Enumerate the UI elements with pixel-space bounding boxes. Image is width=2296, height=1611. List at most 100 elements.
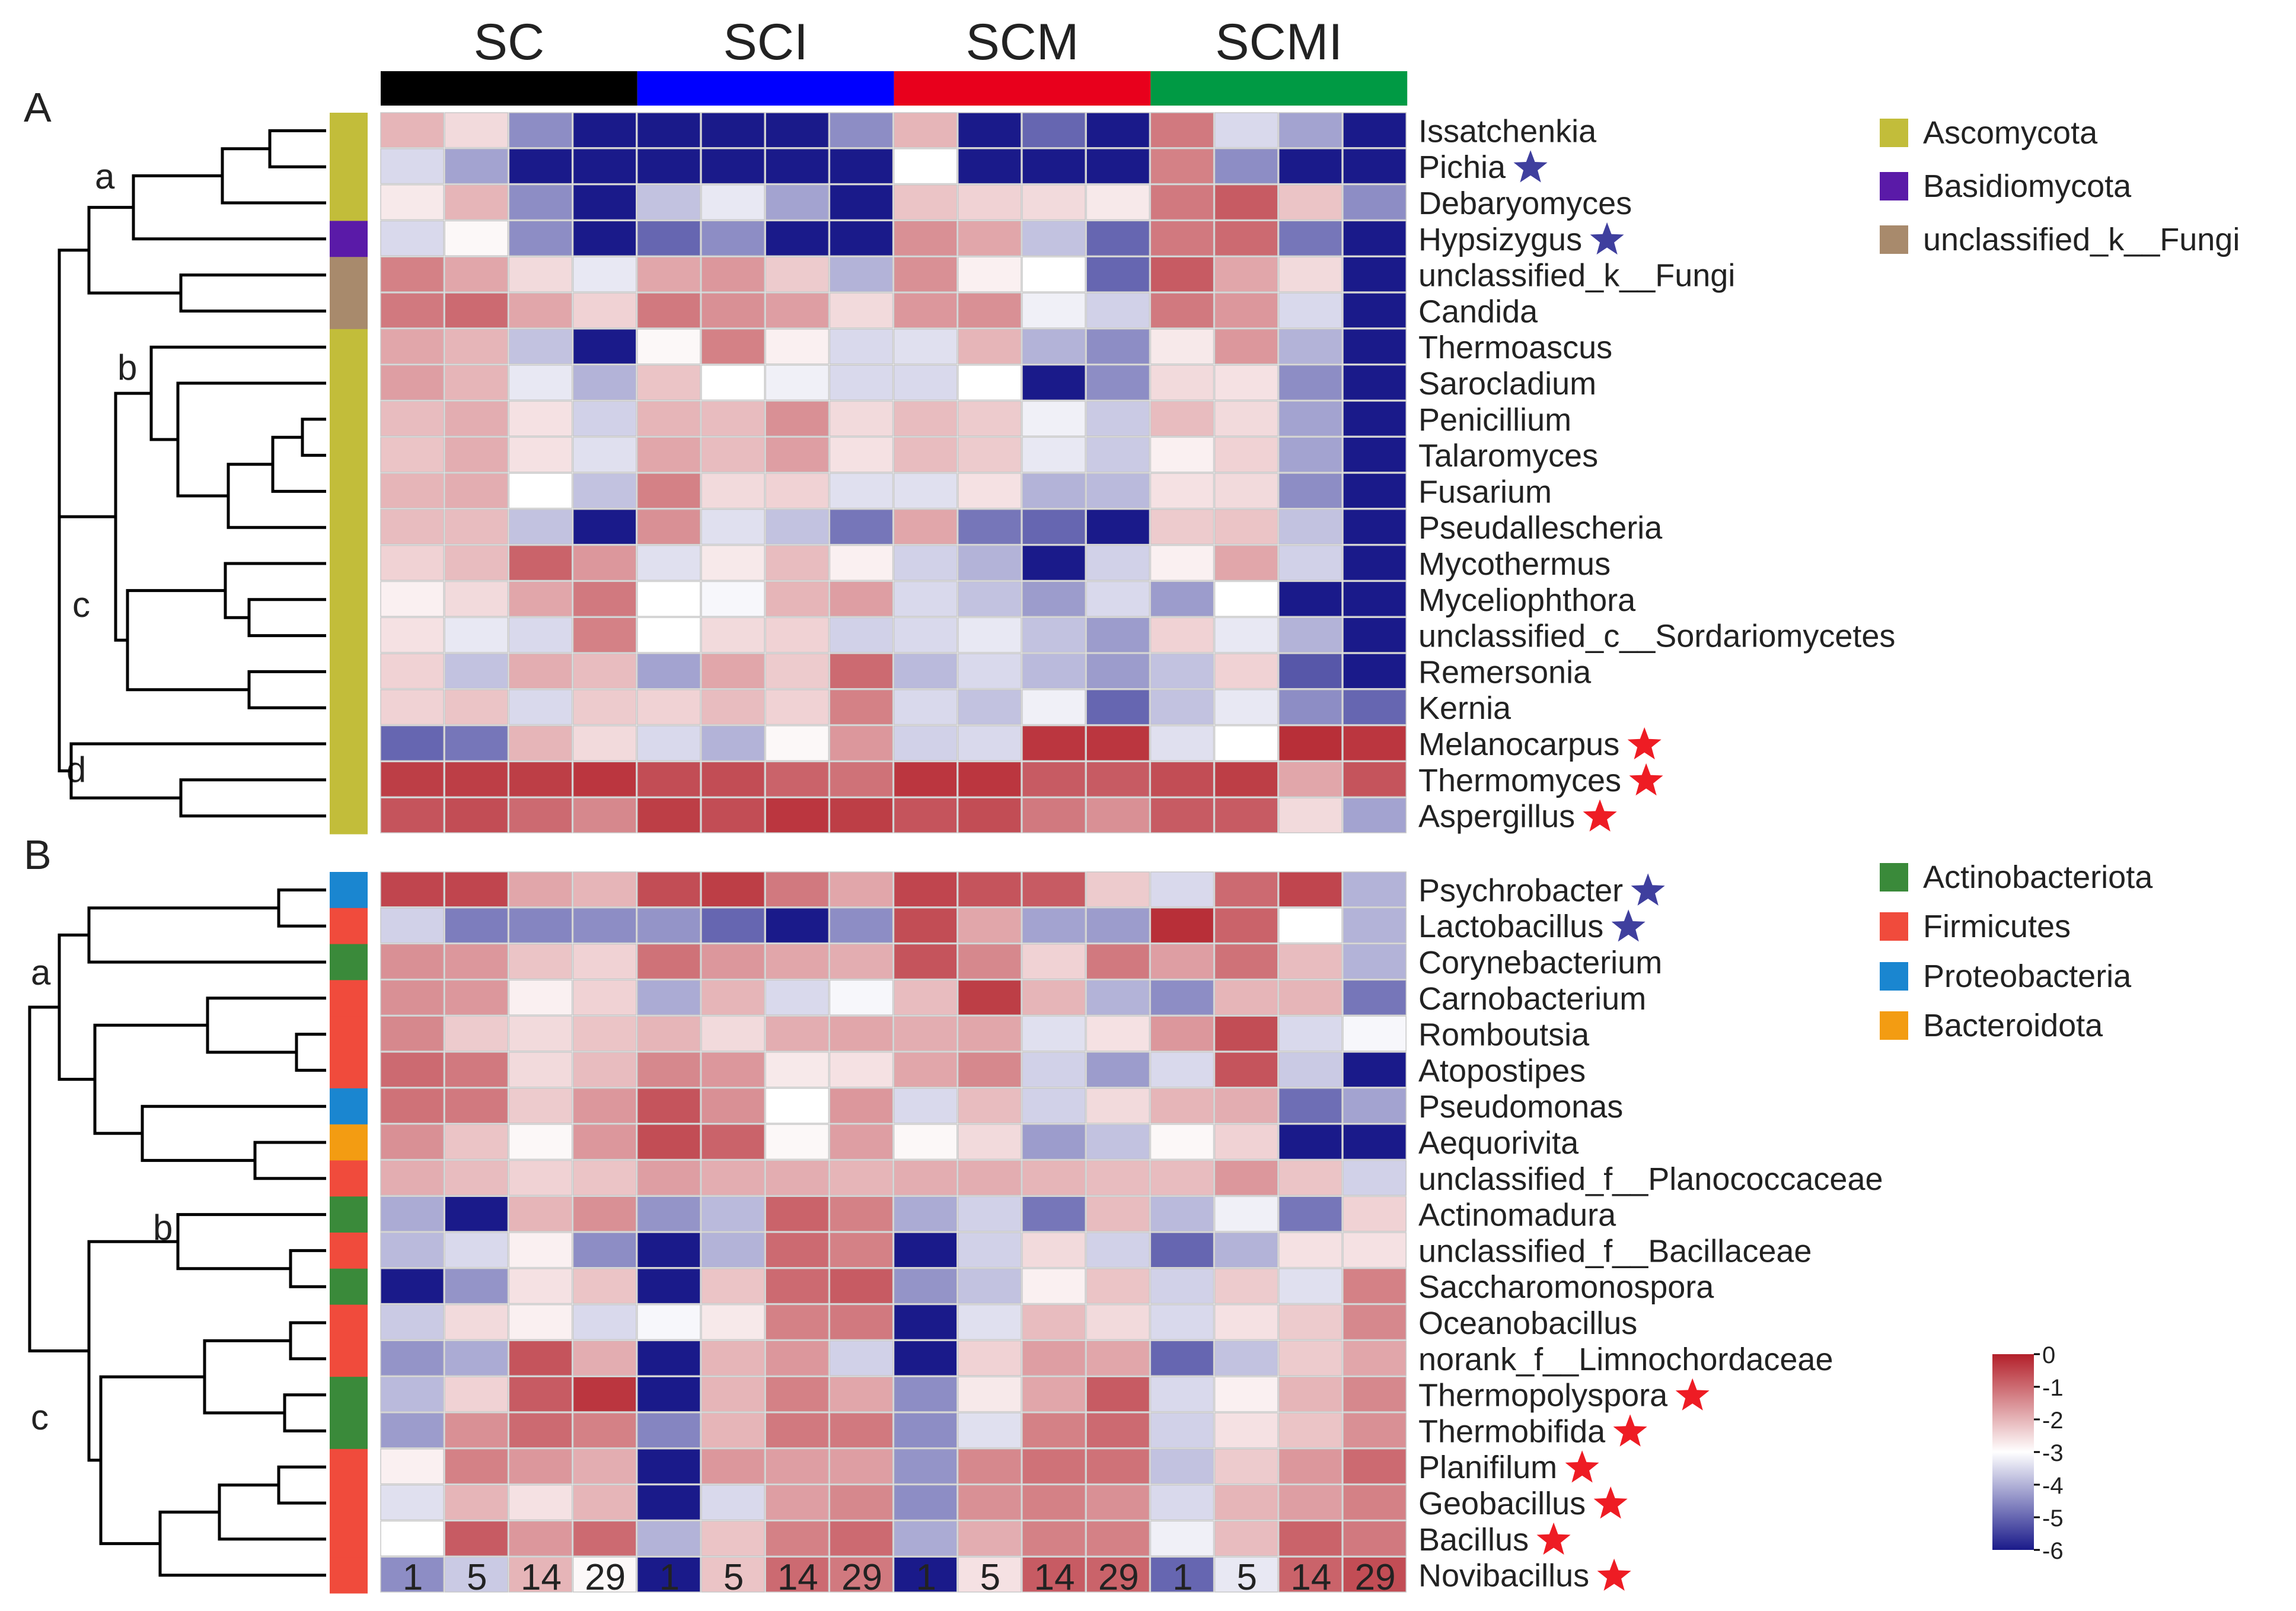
group-label-scmi: SCMI [1215, 14, 1342, 71]
heatmap-cell [572, 761, 637, 797]
heatmap-cell [572, 689, 637, 725]
heatmap-cell [1342, 908, 1407, 944]
heatmap-cell [765, 256, 830, 292]
heatmap-cell [958, 1196, 1022, 1232]
heatmap-cell [701, 689, 765, 725]
heatmap-cell [701, 1340, 765, 1376]
heatmap-cell [701, 1304, 765, 1341]
heatmap-cell [637, 1196, 701, 1232]
heatmap-cell [893, 220, 958, 256]
heatmap-cell [1214, 1376, 1278, 1412]
row-label: unclassified_f__Planococcaceae [1418, 1161, 1883, 1197]
heatmap-cell [1022, 1088, 1086, 1124]
heatmap-cell [701, 437, 765, 473]
heatmap-cell [572, 581, 637, 617]
heatmap-cell [1214, 148, 1278, 184]
heatmap-cell [1214, 1520, 1278, 1556]
heatmap-cell [958, 581, 1022, 617]
heatmap-cell [1150, 1340, 1214, 1376]
phylum-bar-cell [330, 1268, 368, 1306]
heatmap-cell [1086, 1484, 1150, 1521]
heatmap-cell [701, 1268, 765, 1304]
phylum-bar-cell [330, 689, 368, 727]
column-label: 29 [1098, 1557, 1139, 1598]
heatmap-cell [1022, 1484, 1086, 1521]
heatmap-cell [1022, 725, 1086, 762]
heatmap-cell [637, 761, 701, 797]
heatmap-cell [1342, 689, 1407, 725]
heatmap-cell [893, 1484, 958, 1521]
heatmap-cell [1150, 437, 1214, 473]
heatmap-cell [444, 220, 509, 256]
heatmap-cell [1278, 725, 1342, 762]
heatmap-cell [1278, 871, 1342, 908]
heatmap-cell [380, 1340, 444, 1376]
row-label: Novibacillus [1418, 1558, 1589, 1594]
heatmap-cell [508, 256, 573, 292]
heatmap-cell [444, 1412, 509, 1448]
heatmap-cell [380, 1520, 444, 1556]
heatmap-cell [1214, 1304, 1278, 1341]
heatmap-cell [958, 509, 1022, 545]
row-label: Bacillus [1418, 1522, 1529, 1558]
heatmap-cell [701, 1196, 765, 1232]
heatmap-cell [1022, 184, 1086, 221]
heatmap-cell [572, 473, 637, 509]
heatmap-cell [508, 1340, 573, 1376]
heatmap-cell [508, 292, 573, 329]
heatmap-cell [829, 761, 894, 797]
heatmap-cell [508, 184, 573, 221]
heatmap-cell [1150, 1376, 1214, 1412]
row-label: Psychrobacter [1418, 873, 1623, 908]
dendrogram-branch [277, 1465, 326, 1505]
heatmap-cell [1086, 292, 1150, 329]
heatmap-cell [1086, 943, 1150, 980]
heatmap-cell [765, 979, 830, 1015]
heatmap-cell [765, 148, 830, 184]
heatmap-cell [572, 1448, 637, 1485]
row-label: Pseudallescheria [1418, 510, 1663, 546]
heatmap-cell [1278, 979, 1342, 1015]
heatmap-cell [1214, 1484, 1278, 1521]
column-label: 14 [1034, 1557, 1075, 1598]
heatmap-cell [893, 1304, 958, 1341]
row-label: Sarocladium [1418, 366, 1596, 402]
heatmap-cell [380, 761, 444, 797]
heatmap-cell [829, 329, 894, 365]
heatmap-cell [637, 220, 701, 256]
row-label: Thermopolyspora [1418, 1378, 1668, 1413]
heatmap-cell [508, 653, 573, 689]
heatmap-cell [958, 473, 1022, 509]
heatmap-cell [1150, 509, 1214, 545]
color-scale: 0 -1 -2 -3 -4 -5 -6 [1992, 1342, 2064, 1564]
heatmap-cell [958, 292, 1022, 329]
heatmap-cell [765, 617, 830, 653]
heatmap-cell [637, 725, 701, 762]
heatmap-cell [1022, 943, 1086, 980]
row-label: Candida [1418, 294, 1538, 329]
heatmap-cell [637, 617, 701, 653]
heatmap-cell [508, 1160, 573, 1196]
legend-swatch [1880, 962, 1908, 991]
heatmap-cell [1342, 725, 1407, 762]
phylum-bar-cell [330, 798, 368, 835]
heatmap-cell [444, 256, 509, 292]
heatmap-cell [572, 1123, 637, 1160]
heatmap-cell [893, 364, 958, 401]
row-label: Geobacillus [1418, 1486, 1586, 1521]
blue-star-icon [1611, 909, 1646, 942]
heatmap-cell [380, 400, 444, 437]
dendrogram-branch [69, 742, 326, 800]
heatmap-cell [958, 1015, 1022, 1052]
heatmap-cell [958, 545, 1022, 581]
phylum-bar-cell [330, 872, 368, 909]
row-label: Saccharomonospora [1418, 1269, 1714, 1305]
row-label: Thermobifida [1418, 1413, 1606, 1449]
heatmap-cell [765, 1015, 830, 1052]
heatmap-cell [765, 545, 830, 581]
heatmap-cell [1342, 979, 1407, 1015]
dendrogram-branch [268, 129, 326, 168]
heatmap-cell [1214, 797, 1278, 833]
heatmap-cell [1214, 725, 1278, 762]
heatmap-cell [829, 1123, 894, 1160]
